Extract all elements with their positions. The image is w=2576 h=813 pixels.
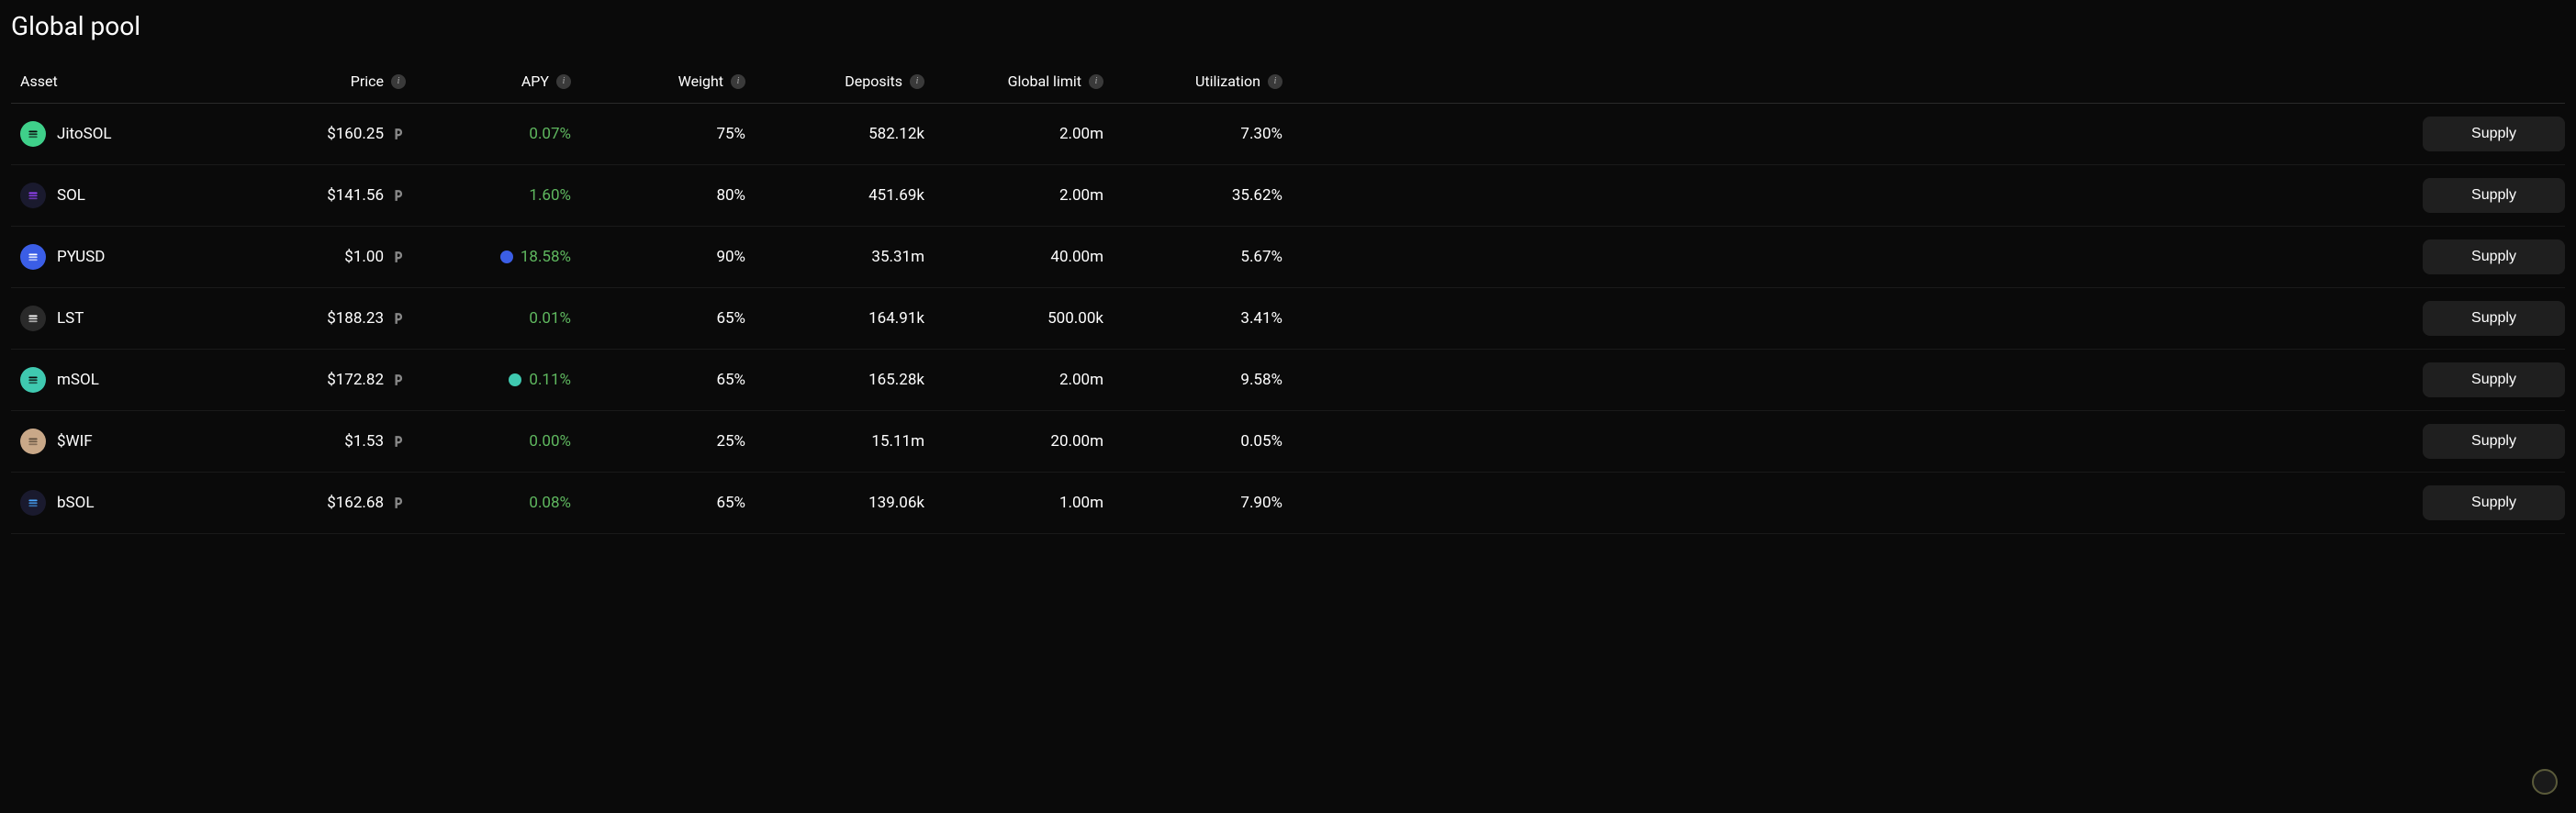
supply-button[interactable]: Supply	[2423, 485, 2565, 520]
help-button[interactable]	[2532, 769, 2558, 795]
weight-value: 65%	[716, 494, 745, 512]
token-icon	[20, 306, 46, 331]
deposits-value: 139.06k	[868, 494, 924, 512]
weight-value: 65%	[716, 371, 745, 389]
table-row: mSOL $172.82 0.11% 65% 165.28k 2.00m 9.5…	[11, 350, 2565, 411]
global-limit-value: 2.00m	[1059, 371, 1103, 389]
apy-value: 0.00%	[529, 432, 571, 451]
utilization-value: 7.30%	[1240, 125, 1282, 143]
global-limit-value: 20.00m	[1050, 432, 1103, 451]
pyth-icon[interactable]	[391, 434, 406, 449]
header-price: Price i	[351, 72, 406, 90]
supply-button[interactable]: Supply	[2423, 117, 2565, 151]
apy-value: 0.01%	[529, 309, 571, 328]
supply-button[interactable]: Supply	[2423, 424, 2565, 459]
deposits-value: 35.31m	[871, 248, 924, 266]
asset-name: mSOL	[57, 371, 99, 389]
pyth-icon[interactable]	[391, 127, 406, 141]
header-apy: APY i	[521, 72, 571, 90]
header-global-limit: Global limit i	[1008, 72, 1103, 90]
table-row: PYUSD $1.00 18.58% 90% 35.31m 40.00m 5.6…	[11, 227, 2565, 288]
table-row: JitoSOL $160.25 0.07% 75% 582.12k 2.00m …	[11, 104, 2565, 165]
info-icon[interactable]: i	[731, 74, 745, 89]
weight-value: 75%	[716, 125, 745, 143]
price-value: $1.53	[344, 432, 384, 451]
global-limit-value: 1.00m	[1059, 494, 1103, 512]
header-weight: Weight i	[678, 72, 745, 90]
header-asset: Asset	[20, 72, 58, 90]
utilization-value: 35.62%	[1232, 186, 1282, 205]
utilization-value: 5.67%	[1240, 248, 1282, 266]
global-limit-value: 500.00k	[1047, 309, 1103, 328]
price-value: $1.00	[344, 248, 384, 266]
asset-name: JitoSOL	[57, 125, 112, 143]
token-icon	[20, 244, 46, 270]
deposits-value: 164.91k	[868, 309, 924, 328]
table-row: bSOL $162.68 0.08% 65% 139.06k 1.00m 7.9…	[11, 473, 2565, 534]
apy-value: 18.58%	[521, 248, 571, 266]
price-value: $188.23	[327, 309, 384, 328]
token-icon	[20, 367, 46, 393]
pyth-icon[interactable]	[391, 496, 406, 510]
token-icon	[20, 429, 46, 454]
price-value: $141.56	[327, 186, 384, 205]
assets-table: Asset Price i APY i Weight i Deposits i	[11, 60, 2565, 534]
utilization-value: 9.58%	[1240, 371, 1282, 389]
deposits-value: 165.28k	[868, 371, 924, 389]
global-limit-value: 2.00m	[1059, 186, 1103, 205]
pyth-icon[interactable]	[391, 373, 406, 387]
header-utilization: Utilization i	[1195, 72, 1282, 90]
apy-value: 0.08%	[529, 494, 571, 512]
token-icon	[20, 490, 46, 516]
global-limit-value: 40.00m	[1050, 248, 1103, 266]
utilization-value: 3.41%	[1240, 309, 1282, 328]
table-row: $WIF $1.53 0.00% 25% 15.11m 20.00m 0.05%…	[11, 411, 2565, 473]
supply-button[interactable]: Supply	[2423, 362, 2565, 397]
table-row: SOL $141.56 1.60% 80% 451.69k 2.00m 35.6…	[11, 165, 2565, 227]
supply-button[interactable]: Supply	[2423, 301, 2565, 336]
weight-value: 80%	[716, 186, 745, 205]
token-icon	[20, 121, 46, 147]
asset-name: SOL	[57, 186, 85, 205]
table-header: Asset Price i APY i Weight i Deposits i	[11, 60, 2565, 104]
asset-name: bSOL	[57, 494, 95, 512]
pyth-icon[interactable]	[391, 188, 406, 203]
info-icon[interactable]: i	[910, 74, 924, 89]
deposits-value: 15.11m	[871, 432, 924, 451]
asset-name: LST	[57, 309, 84, 328]
header-deposits: Deposits i	[845, 72, 924, 90]
deposits-value: 451.69k	[868, 186, 924, 205]
price-value: $160.25	[327, 125, 384, 143]
info-icon[interactable]: i	[391, 74, 406, 89]
deposits-value: 582.12k	[868, 125, 924, 143]
apy-badge-icon	[500, 251, 513, 263]
weight-value: 90%	[716, 248, 745, 266]
utilization-value: 0.05%	[1240, 432, 1282, 451]
table-row: LST $188.23 0.01% 65% 164.91k 500.00k 3.…	[11, 288, 2565, 350]
supply-button[interactable]: Supply	[2423, 178, 2565, 213]
apy-badge-icon	[509, 373, 521, 386]
info-icon[interactable]: i	[1268, 74, 1282, 89]
apy-value: 0.11%	[529, 371, 571, 389]
weight-value: 65%	[716, 309, 745, 328]
supply-button[interactable]: Supply	[2423, 239, 2565, 274]
info-icon[interactable]: i	[556, 74, 571, 89]
apy-value: 1.60%	[529, 186, 571, 205]
asset-name: PYUSD	[57, 248, 105, 266]
asset-name: $WIF	[57, 432, 93, 451]
pyth-icon[interactable]	[391, 311, 406, 326]
token-icon	[20, 183, 46, 208]
page-title: Global pool	[11, 11, 2565, 41]
utilization-value: 7.90%	[1240, 494, 1282, 512]
info-icon[interactable]: i	[1089, 74, 1103, 89]
apy-value: 0.07%	[529, 125, 571, 143]
weight-value: 25%	[716, 432, 745, 451]
price-value: $172.82	[327, 371, 384, 389]
price-value: $162.68	[327, 494, 384, 512]
pyth-icon[interactable]	[391, 250, 406, 264]
global-limit-value: 2.00m	[1059, 125, 1103, 143]
